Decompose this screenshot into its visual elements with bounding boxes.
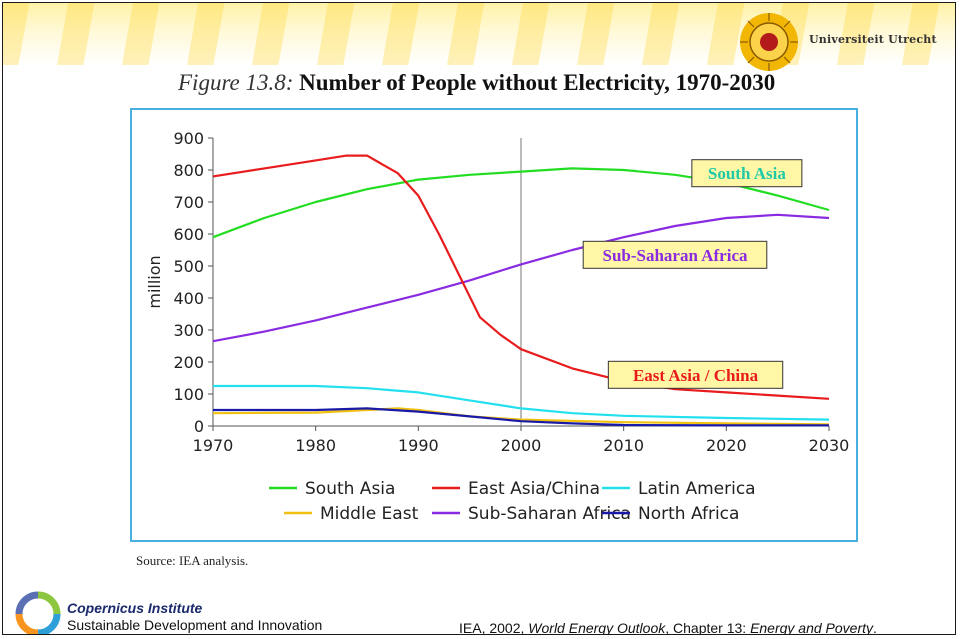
y-tick-label: 100 — [173, 385, 204, 404]
legend-label: Sub-Saharan Africa — [468, 504, 631, 524]
org-subtitle: Sustainable Development and Innovation — [67, 617, 323, 633]
citation-prefix: IEA, 2002, — [459, 620, 529, 635]
citation: IEA, 2002, World Energy Outlook, Chapter… — [459, 620, 877, 635]
legend-label: East Asia/China — [468, 479, 600, 499]
series-line-east-asia-china — [212, 154, 830, 400]
callout-label: South Asia — [708, 164, 786, 183]
callout-box — [691, 159, 803, 188]
line-chart: 0 100 200 300 400 500 600 700 800 900 1970 1980 1990… — [145, 129, 850, 524]
y-tick-label: 200 — [173, 353, 204, 372]
x-tick-label: 2010 — [603, 436, 644, 455]
x-tick-label: 2030 — [809, 436, 850, 455]
legend-label: North Africa — [638, 504, 739, 524]
legend-label: Latin America — [638, 479, 756, 499]
x-tick-label: 2020 — [706, 436, 747, 455]
figure-title-text: Number of People without Electricity, 19… — [299, 70, 776, 95]
series-line-north-africa — [213, 407, 829, 427]
citation-end: . — [873, 620, 877, 635]
y-tick-label: 700 — [173, 193, 204, 212]
citation-chapter: Energy and Poverty — [750, 620, 874, 635]
figure-title: Figure 13.8: Number of People without El… — [178, 70, 775, 96]
y-axis-label: million — [145, 255, 164, 308]
legend-label: Middle East — [320, 504, 419, 524]
y-tick-label: 500 — [173, 257, 204, 276]
x-tick-label: 1990 — [398, 436, 439, 455]
series-line-latin-america — [213, 384, 830, 421]
figure-label: Figure 13.8: — [178, 70, 294, 95]
callout-label: East Asia / China — [633, 366, 759, 385]
university-name: Universiteit Utrecht — [809, 33, 937, 46]
callout-label: Sub-Saharan Africa — [603, 246, 748, 265]
callout-box — [582, 240, 768, 269]
y-tick-label: 600 — [173, 225, 204, 244]
y-tick-label: 0 — [194, 417, 204, 436]
citation-work: World Energy Outlook — [528, 620, 666, 635]
citation-middle: , Chapter 13: — [665, 620, 751, 635]
chart-container: 0 100 200 300 400 500 600 700 800 900 1970 1980 1990… — [130, 108, 858, 542]
x-tick-label: 1980 — [295, 436, 336, 455]
y-tick-label: 900 — [173, 129, 204, 148]
callout-box — [607, 360, 784, 389]
copernicus-institute-logo — [15, 591, 61, 634]
source-note: Source: IEA analysis. — [136, 553, 249, 568]
legend-label: South Asia — [305, 479, 395, 499]
university-seal-logo — [740, 13, 798, 71]
y-tick-label: 400 — [173, 289, 204, 308]
y-tick-label: 800 — [173, 161, 204, 180]
x-tick-label: 1970 — [193, 436, 234, 455]
org-name: Copernicus Institute — [67, 600, 203, 616]
x-tick-label: 2000 — [501, 436, 542, 455]
series-line-sub-saharan-africa — [212, 213, 830, 343]
y-tick-label: 300 — [173, 321, 204, 340]
